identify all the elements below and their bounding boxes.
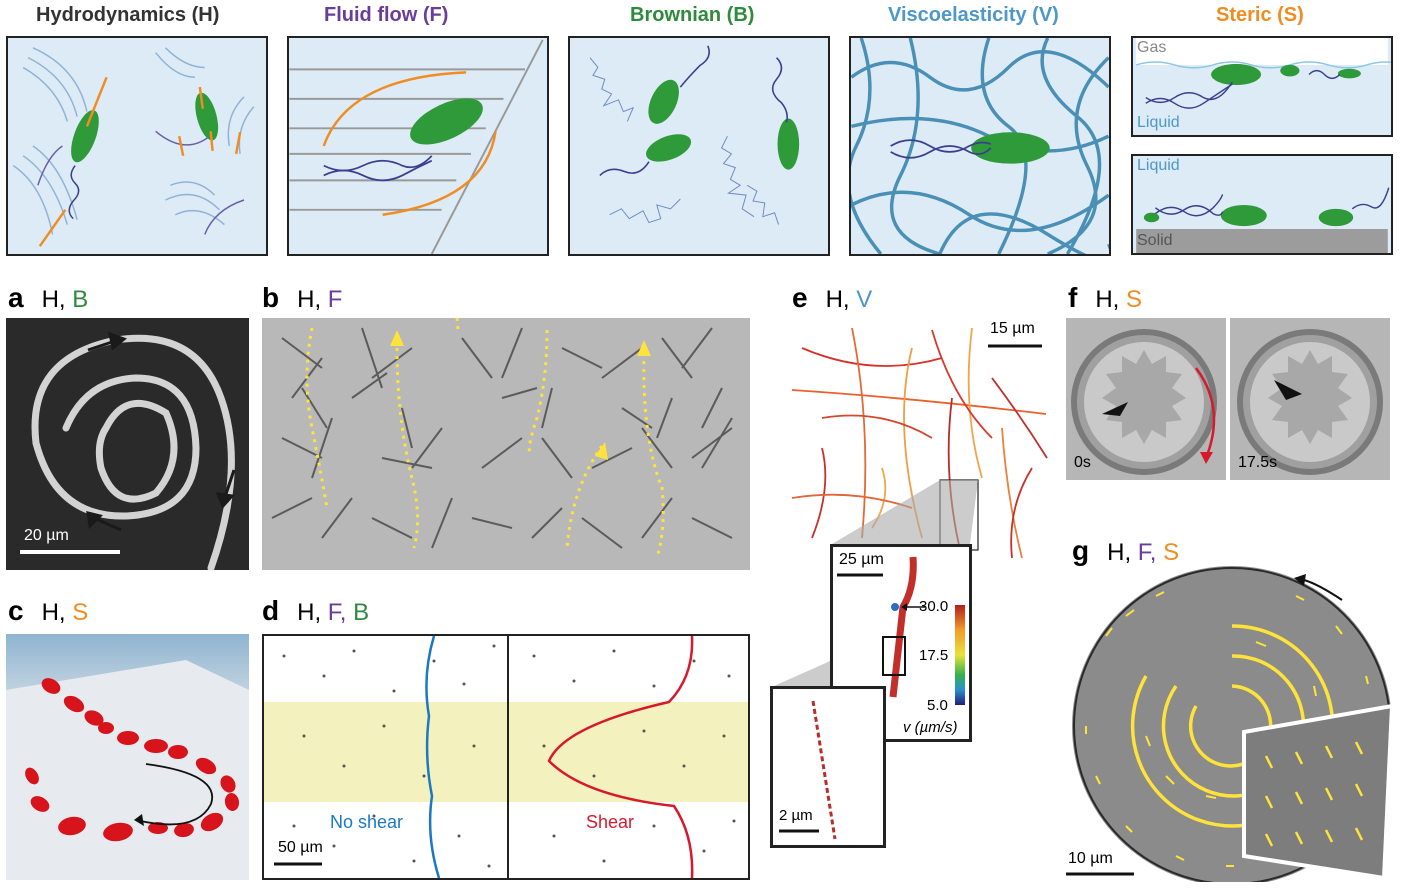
steric-gas-liquid-illustration — [1135, 38, 1391, 109]
liquid-top-label: Liquid — [1137, 114, 1180, 131]
rotor-frame-0s — [1071, 329, 1217, 475]
colorbar-tick-mid: 17.5 — [919, 647, 949, 664]
panel-a-micrograph: 20 µm — [6, 318, 249, 570]
velocity-colorbar — [955, 605, 965, 705]
colorbar-tick-min: 5.0 — [927, 697, 948, 714]
panel-b-label: b H, F — [262, 282, 343, 313]
panel-c-render — [6, 634, 249, 880]
colorbar-tick-max: 30.0 — [919, 598, 949, 615]
shear-label: Shear — [586, 812, 635, 832]
steric-liquid-solid-illustration — [1136, 187, 1390, 253]
vortex-flow-image — [1066, 566, 1395, 882]
fluid-flow-schematic — [287, 36, 549, 256]
panel-e-inset-velocity: 25 µm 30.0 17.5 5.0 v (µm/s) — [830, 544, 972, 742]
header-brownian: Brownian (B) — [630, 4, 755, 26]
panel-g-scalebar-label: 10 µm — [1068, 850, 1113, 867]
steric-liquid-solid-schematic: Liquid Solid — [1131, 154, 1393, 255]
fluid-flow-illustration — [289, 39, 544, 254]
colorbar-label: v (µm/s) — [903, 719, 958, 736]
gas-label: Gas — [1137, 39, 1167, 56]
panel-c-label: c H, S — [8, 595, 89, 626]
brownian-schematic — [568, 36, 830, 256]
hydrodynamics-illustration — [12, 47, 255, 247]
chain-loop-image — [20, 331, 236, 570]
panel-g-vortex: 10 µm — [1066, 556, 1400, 882]
panel-f-frame-0s: 0s — [1066, 318, 1226, 480]
panel-g-label: g H, F, S — [1072, 535, 1180, 566]
zoomed-filament-image — [779, 700, 837, 840]
liquid-bottom-label: Liquid — [1137, 157, 1180, 174]
panel-f-label: f H, S — [1068, 282, 1143, 313]
shear-comparison-image — [264, 636, 748, 878]
inset-scalebar-label: 25 µm — [839, 551, 884, 568]
viscoelasticity-illustration — [851, 38, 1109, 254]
solid-label: Solid — [1137, 232, 1173, 249]
header-fluid-flow: Fluid flow (F) — [324, 4, 449, 26]
panel-d-shear: 50 µm No shear Shear — [262, 634, 750, 880]
brownian-illustration — [589, 45, 800, 225]
panel-d-scalebar-label: 50 µm — [278, 839, 323, 856]
panel-d-label: d H, F, B — [262, 595, 370, 626]
viscoelasticity-schematic — [849, 36, 1111, 256]
inset2-scalebar-label: 2 µm — [779, 807, 813, 824]
time-label-0s: 0s — [1074, 454, 1091, 471]
time-label-17s: 17.5s — [1238, 454, 1278, 471]
steric-gas-liquid-schematic: Gas Liquid — [1131, 36, 1393, 137]
panel-b-micrograph — [262, 318, 750, 570]
velocity-filament-image — [837, 556, 965, 705]
header-viscoelasticity: Viscoelasticity (V) — [888, 4, 1059, 26]
chain-on-surface-image — [6, 660, 249, 880]
no-shear-label: No shear — [330, 812, 404, 832]
panel-e-label: e H, V — [792, 282, 873, 313]
panel-a-label: a H, B — [8, 282, 89, 313]
rotor-frame-17s — [1237, 329, 1383, 475]
header-steric: Steric (S) — [1216, 4, 1304, 26]
hydrodynamics-schematic — [6, 36, 268, 256]
panel-e-inset-zoom: 2 µm — [770, 686, 886, 848]
panel-e-scalebar-label: 15 µm — [990, 320, 1035, 337]
panel-f-frame-17s: 17.5s — [1230, 318, 1390, 480]
header-hydrodynamics: Hydrodynamics (H) — [36, 4, 220, 26]
swarm-image — [271, 318, 733, 559]
panel-a-scalebar-label: 20 µm — [24, 527, 69, 544]
